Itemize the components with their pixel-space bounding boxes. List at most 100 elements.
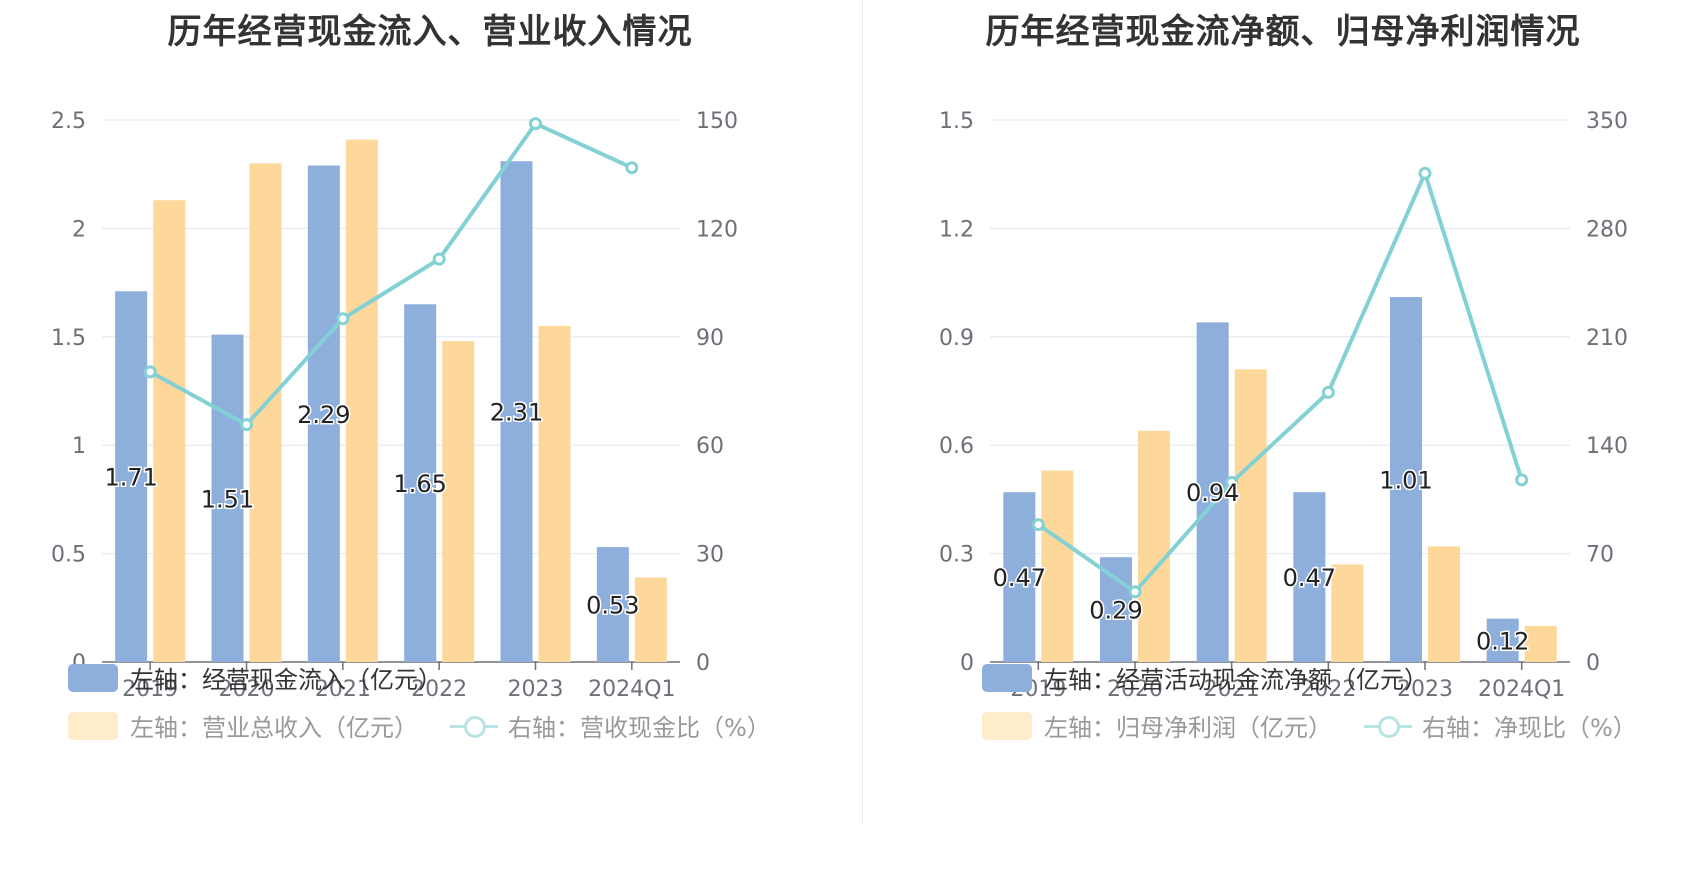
bar-primary [404,304,437,662]
x-axis-tick-label: 2023 [508,677,564,702]
legend-label: 右轴：净现比（%） [1422,714,1637,742]
bar-primary [1486,618,1519,662]
bar-value-label: 2.31 [490,399,543,427]
x-axis-tick-label: 2021 [1204,677,1260,702]
x-axis-tick-label: 2020 [219,677,275,702]
bar-secondary [1138,430,1170,662]
left-axis-tick-label: 0.6 [939,434,974,459]
chart-plot-cash-inflow: 000.5301601.59021202.5150201920202021202… [51,109,738,702]
bar-primary [1293,492,1326,662]
bar-primary [500,161,533,662]
ratio-point [625,161,639,175]
right-axis-tick-label: 30 [696,543,724,568]
x-axis-tick-label: 2020 [1107,677,1163,702]
right-axis-tick-label: 140 [1586,434,1628,459]
legend-label: 左轴：经营现金流入（亿元） [130,666,442,694]
bar-secondary [538,325,571,662]
x-axis-tick-label: 2024Q1 [1478,677,1565,702]
bar-primary [596,547,629,662]
bar-value-label: 2.29 [297,401,350,429]
bar-primary [211,334,244,662]
left-axis-tick-label: 0.5 [51,543,86,568]
left-axis-tick-label: 2.5 [51,109,86,134]
bar-value-label: 1.65 [393,470,446,498]
x-axis-tick-label: 2021 [315,677,371,702]
left-axis-tick-label: 1.5 [51,326,86,351]
legend-line-marker [1364,712,1412,740]
bar-value-label: 1.51 [201,485,254,513]
legend-row-2: 左轴：营业总收入（亿元） 右轴：营收现金比（%） [68,708,803,743]
ratio-point [336,312,350,326]
bar-secondary [1041,470,1074,662]
ratio-point [1321,385,1335,399]
bar-primary [1003,492,1036,662]
bar-primary [1100,557,1132,662]
left-axis-tick-label: 1 [72,434,86,459]
ratio-point [432,252,446,266]
right-axis-tick-label: 60 [696,434,724,459]
bar-value-label: 0.12 [1476,627,1529,655]
legend-item-revenue-cash-ratio[interactable]: 右轴：营收现金比（%） [450,708,771,743]
ratio-point [1031,518,1045,532]
right-axis-tick-label: 70 [1586,543,1614,568]
bar-primary [115,291,148,662]
bar-secondary [249,163,282,663]
legend-item-cash-inflow[interactable]: 左轴：经营现金流入（亿元） [68,660,442,695]
legend-swatch [68,663,118,692]
bar-primary [307,165,340,662]
right-axis-tick-label: 90 [696,326,724,351]
bar-value-label: 0.47 [1283,564,1336,592]
left-axis-tick-label: 1.5 [939,109,974,134]
legend-label: 左轴：营业总收入（亿元） [130,714,418,742]
left-axis-tick-label: 0 [960,651,974,676]
ratio-line [149,121,633,428]
legend-item-net-profit[interactable]: 左轴：归母净利润（亿元） [982,708,1332,743]
bar-secondary [442,341,475,662]
ratio-point [1515,473,1529,487]
bar-secondary [1524,625,1557,662]
legend-row-2: 左轴：归母净利润（亿元） 右轴：净现比（%） [982,708,1669,743]
bar-secondary [1331,564,1364,662]
legend-row-1: 左轴：经营活动现金流净额（亿元） [982,660,1460,695]
right-axis-tick-label: 350 [1586,109,1628,134]
chart-panel-net-cash-flow: 历年经营现金流净额、归母净利润情况 0 0 0.3 70 0.6 140 0.9 210 1.2… [866,0,1700,874]
ratio-point [1418,166,1432,180]
legend-item-revenue[interactable]: 左轴：营业总收入（亿元） [68,708,418,743]
right-axis-tick-label: 150 [696,109,738,134]
bar-secondary [153,200,186,662]
x-axis-tick-label: 2023 [1397,677,1453,702]
chart-title: 历年经营现金流入、营业收入情况 [167,12,693,52]
legend-swatch [68,711,118,740]
bar-value-label: 0.47 [993,564,1046,592]
ratio-point [1128,585,1142,599]
bar-secondary [345,139,378,663]
legend-row-1: 左轴：经营现金流入（亿元） [68,660,474,695]
legend-item-net-operating-cash[interactable]: 左轴：经营活动现金流净额（亿元） [982,660,1428,695]
x-axis-tick-label: 2022 [1300,677,1356,702]
chart-panel-cash-inflow: 历年经营现金流入、营业收入情况 000.5301601.59021202.515… [51,12,803,743]
right-axis-tick-label: 280 [1586,217,1628,242]
legend-label: 右轴：营收现金比（%） [508,714,771,742]
ratio-point [1225,475,1239,489]
left-axis-tick-label: 1.2 [939,217,974,242]
legend-label: 左轴：经营活动现金流净额（亿元） [1044,666,1428,694]
right-axis-tick-label: 0 [1586,651,1600,676]
right-axis-tick-label: 120 [696,217,738,242]
bar-secondary [1234,369,1267,662]
bar-secondary [634,577,667,662]
bar-value-label: 0.29 [1089,597,1142,625]
bar-value-label: 1.71 [104,464,157,492]
bar-primary [1390,297,1422,662]
ratio-line [1037,167,1524,595]
bar-secondary [1428,546,1460,662]
left-axis-tick-label: 0.9 [939,326,974,351]
x-axis-tick-label: 2024Q1 [588,677,675,702]
right-axis-tick-label: 0 [696,651,710,676]
ratio-point [240,418,253,432]
ratio-point [143,365,157,379]
x-axis-tick-label: 2022 [411,677,467,702]
legend-item-net-cash-ratio[interactable]: 右轴：净现比（%） [1364,708,1637,743]
right-axis-tick-label: 210 [1586,326,1628,351]
legend-line-marker [450,712,498,740]
